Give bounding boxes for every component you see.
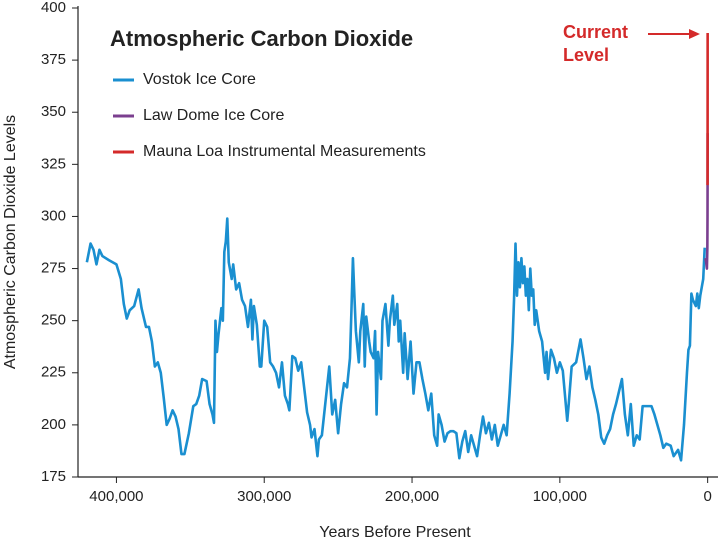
line-series: [87, 219, 705, 461]
annotation: Level: [563, 45, 609, 65]
y-tick-label: 350: [41, 103, 66, 120]
annotation-arrowhead: [689, 29, 700, 39]
x-tick-label: 0: [703, 488, 711, 505]
y-tick-label: 325: [41, 155, 66, 172]
y-tick-label: 275: [41, 260, 66, 277]
legend-label: Mauna Loa Instrumental Measurements: [143, 143, 426, 160]
legend-label: Vostok Ice Core: [143, 71, 256, 88]
x-axis-label: Years Before Present: [319, 524, 471, 541]
chart-title: Atmospheric Carbon Dioxide: [110, 26, 413, 51]
y-tick-label: 200: [41, 416, 66, 433]
y-axis-label: Atmospheric Carbon Dioxide Levels: [2, 115, 19, 369]
legend-label: Law Dome Ice Core: [143, 107, 284, 124]
y-tick-label: 175: [41, 468, 66, 485]
y-tick-label: 375: [41, 51, 66, 68]
x-tick-label: 300,000: [237, 488, 291, 505]
x-tick-label: 100,000: [533, 488, 587, 505]
y-tick-label: 400: [41, 0, 66, 16]
x-tick-label: 400,000: [89, 488, 143, 505]
y-tick-label: 250: [41, 312, 66, 329]
y-tick-label: 225: [41, 364, 66, 381]
x-tick-label: 200,000: [385, 488, 439, 505]
annotation: Current: [563, 22, 628, 42]
y-tick-label: 300: [41, 207, 66, 224]
